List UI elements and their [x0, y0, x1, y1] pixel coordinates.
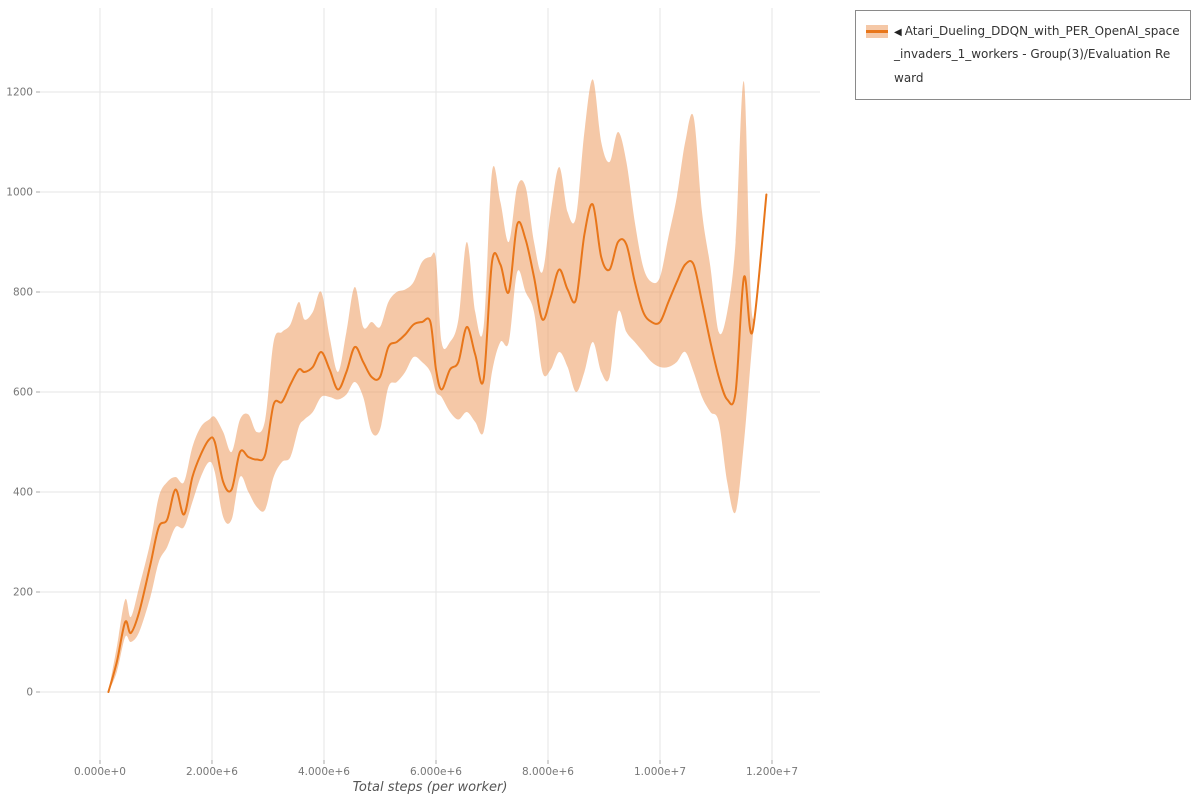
- svg-text:600: 600: [13, 387, 33, 399]
- svg-text:1200: 1200: [6, 87, 33, 99]
- x-axis-label: Total steps (per worker): [352, 780, 508, 795]
- svg-text:400: 400: [13, 487, 33, 499]
- legend-series-label: Atari_Dueling_DDQN_with_PER_OpenAI_space…: [894, 24, 1180, 85]
- svg-text:1.000e+7: 1.000e+7: [634, 766, 686, 778]
- svg-text:1000: 1000: [6, 187, 33, 199]
- evaluation-reward-line-chart[interactable]: 0.000e+0 2.000e+6 4.000e+6 6.000e+6 8.000e+6…: [0, 0, 830, 800]
- legend-entry: ◀ Atari_Dueling_DDQN_with_PER_OpenAI_spac…: [894, 20, 1180, 90]
- series-line-icon: [866, 30, 888, 33]
- svg-text:4.000e+6: 4.000e+6: [298, 766, 350, 778]
- tick-labels: 0.000e+0 2.000e+6 4.000e+6 6.000e+6 8.000e+6…: [6, 87, 798, 779]
- svg-text:8.000e+6: 8.000e+6: [522, 766, 574, 778]
- series-swatch-icon: [866, 25, 888, 38]
- svg-text:0.000e+0: 0.000e+0: [74, 766, 126, 778]
- legend[interactable]: ◀ Atari_Dueling_DDQN_with_PER_OpenAI_spac…: [855, 10, 1191, 101]
- svg-text:0: 0: [26, 687, 33, 699]
- axis-ticks: [36, 91, 773, 764]
- legend-collapse-icon[interactable]: ◀: [894, 27, 902, 38]
- svg-text:6.000e+6: 6.000e+6: [410, 766, 462, 778]
- confidence-band: [108, 79, 767, 693]
- svg-text:2.000e+6: 2.000e+6: [186, 766, 238, 778]
- svg-text:800: 800: [13, 287, 33, 299]
- svg-text:1.200e+7: 1.200e+7: [746, 766, 798, 778]
- series-line: [107, 193, 768, 693]
- svg-text:200: 200: [13, 587, 33, 599]
